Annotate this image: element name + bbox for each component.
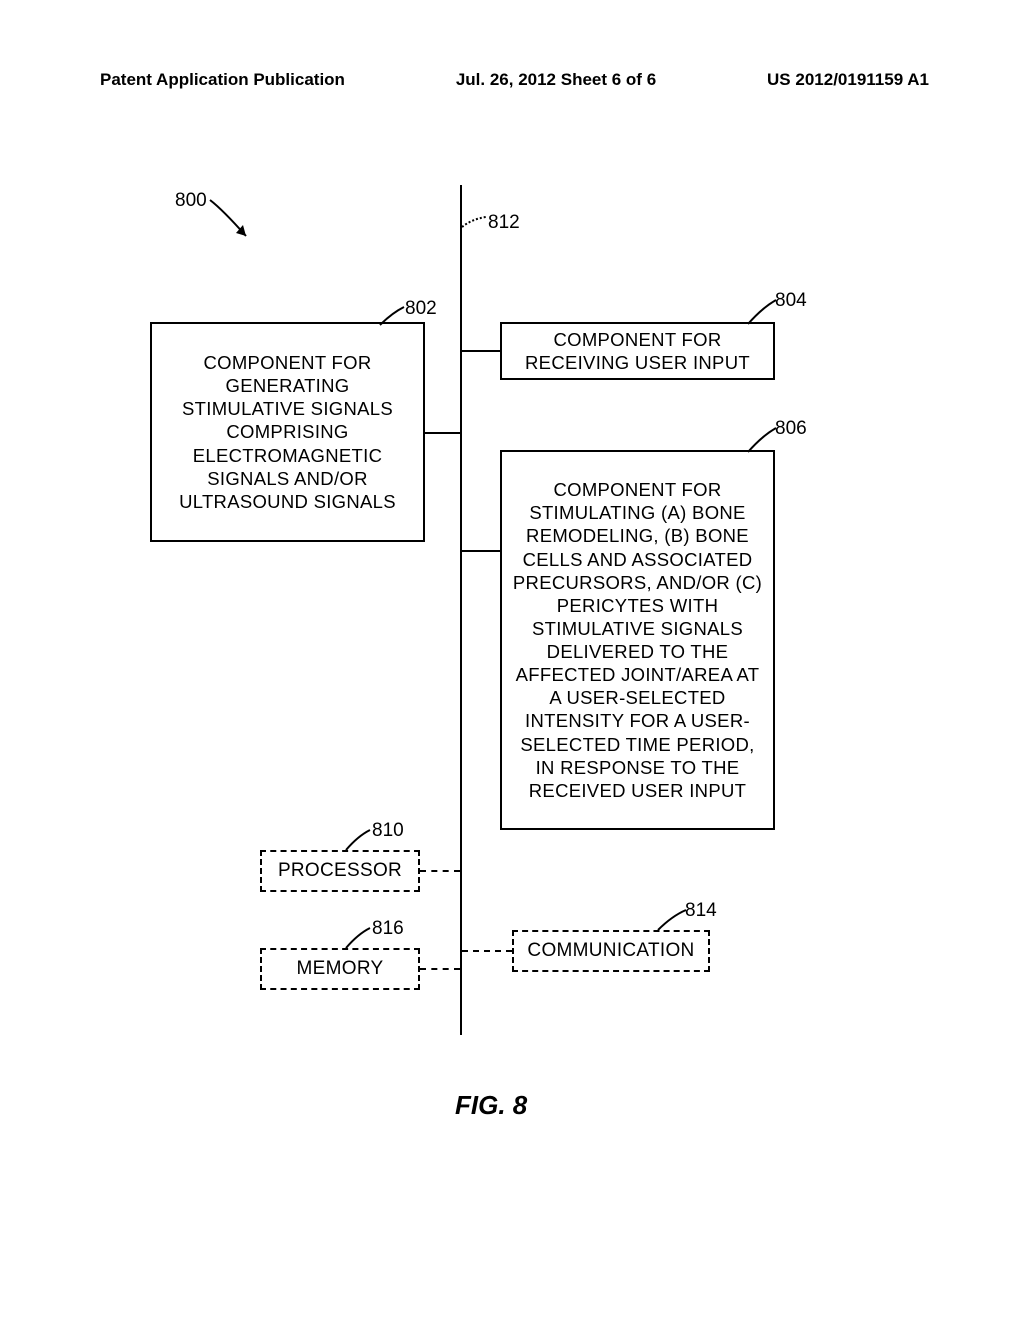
box-receiving-input: COMPONENT FOR RECEIVING USER INPUT bbox=[500, 322, 775, 380]
lead-806 bbox=[748, 426, 780, 454]
box-814-text: COMMUNICATION bbox=[527, 939, 694, 963]
bus-line bbox=[460, 185, 462, 1035]
lead-810 bbox=[346, 828, 376, 852]
conn-806 bbox=[462, 550, 500, 552]
lead-802 bbox=[380, 305, 410, 327]
lead-804 bbox=[748, 298, 780, 326]
arrow-800 bbox=[208, 198, 268, 248]
box-processor: PROCESSOR bbox=[260, 850, 420, 892]
header-right: US 2012/0191159 A1 bbox=[767, 70, 929, 90]
lead-812 bbox=[462, 215, 492, 235]
box-communication: COMMUNICATION bbox=[512, 930, 710, 972]
box-816-text: MEMORY bbox=[297, 957, 384, 981]
conn-802 bbox=[425, 432, 460, 434]
box-memory: MEMORY bbox=[260, 948, 420, 990]
box-802-text: COMPONENT FOR GENERATING STIMULATIVE SIG… bbox=[162, 351, 413, 513]
ref-812: 812 bbox=[488, 212, 520, 234]
box-806-text: COMPONENT FOR STIMULATING (A) BONE REMOD… bbox=[512, 478, 763, 802]
box-810-text: PROCESSOR bbox=[278, 859, 402, 883]
box-804-text: COMPONENT FOR RECEIVING USER INPUT bbox=[512, 328, 763, 374]
box-stimulating: COMPONENT FOR STIMULATING (A) BONE REMOD… bbox=[500, 450, 775, 830]
conn-804 bbox=[462, 350, 500, 352]
page-header: Patent Application Publication Jul. 26, … bbox=[0, 70, 1024, 90]
conn-810 bbox=[420, 870, 460, 872]
ref-810: 810 bbox=[372, 820, 404, 842]
lead-816 bbox=[346, 926, 376, 950]
header-mid: Jul. 26, 2012 Sheet 6 of 6 bbox=[456, 70, 656, 90]
conn-816 bbox=[420, 968, 460, 970]
header-left: Patent Application Publication bbox=[100, 70, 345, 90]
figure-area: 800 812 COMPONENT FOR GENERATING STIMULA… bbox=[140, 170, 880, 1130]
ref-800: 800 bbox=[175, 190, 207, 212]
box-generating-signals: COMPONENT FOR GENERATING STIMULATIVE SIG… bbox=[150, 322, 425, 542]
figure-caption: FIG. 8 bbox=[455, 1090, 527, 1121]
conn-814 bbox=[462, 950, 512, 952]
ref-816: 816 bbox=[372, 918, 404, 940]
lead-814 bbox=[658, 908, 690, 932]
